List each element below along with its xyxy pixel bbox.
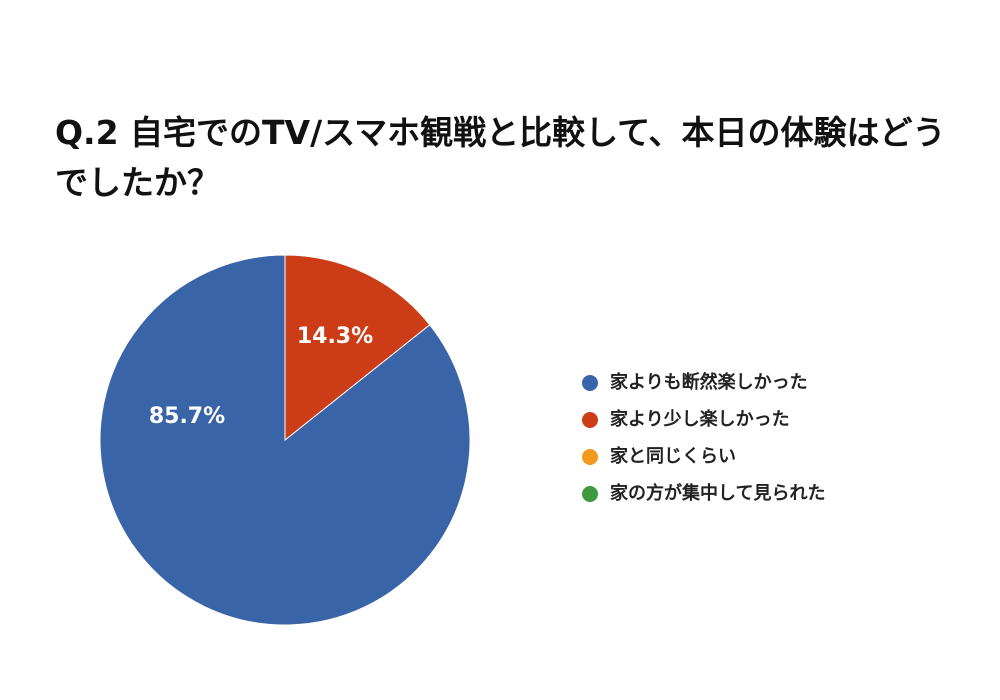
legend-label: 家の方が集中して見られた: [610, 482, 825, 504]
legend-label: 家よりも断然楽しかった: [610, 371, 808, 393]
legend-marker: [582, 412, 598, 428]
pie-slice: [99, 254, 471, 626]
legend-marker: [582, 449, 598, 465]
legend-label: 家と同じくらい: [610, 445, 736, 467]
legend-marker: [582, 375, 598, 391]
slice-label: 14.3%: [297, 324, 373, 349]
slice-label: 85.7%: [149, 404, 225, 429]
legend-marker: [582, 486, 598, 502]
legend-label: 家より少し楽しかった: [610, 408, 790, 430]
pie-slice: [284, 254, 431, 442]
chart-title: Q.2 自宅でのTV/スマホ観戦と比較して、本日の体験はどうでしたか？: [55, 113, 946, 202]
